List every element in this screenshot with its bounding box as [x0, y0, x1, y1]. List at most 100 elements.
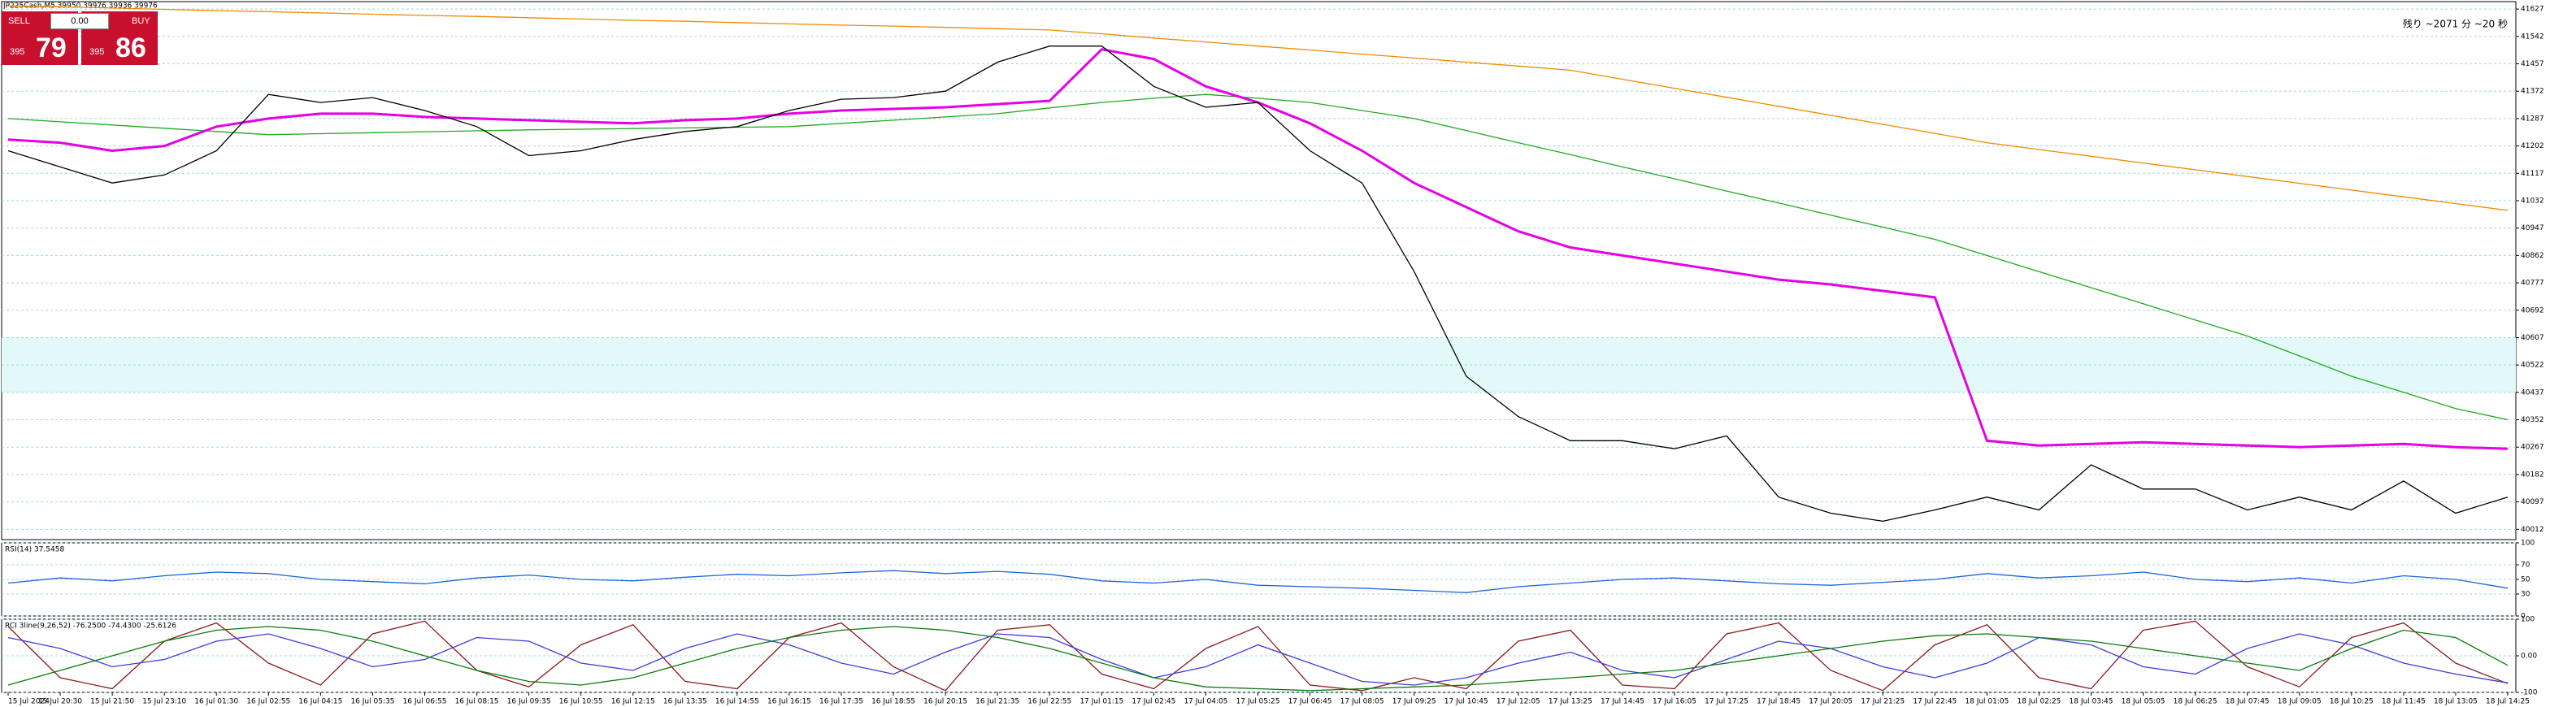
trade-panel: SELL 395 79 0.00 BUY 395 86 — [2, 11, 158, 65]
x-tick-label: 16 Jul 13:35 — [663, 698, 707, 706]
y-tick-label: 41627 — [2521, 6, 2544, 14]
series-line — [7, 93, 2509, 421]
y-tick-label: 41457 — [2521, 60, 2544, 68]
buy-price: 86 — [115, 33, 146, 63]
y-tick-label: 41117 — [2521, 170, 2544, 178]
sell-price-prefix: 395 — [10, 47, 25, 57]
y-tick-label: 30 — [2521, 591, 2530, 599]
sell-price: 79 — [36, 33, 67, 63]
x-tick-label: 16 Jul 02:55 — [246, 698, 290, 706]
buy-price-prefix: 395 — [89, 47, 105, 57]
x-tick-label: 17 Jul 20:05 — [1809, 698, 1853, 706]
x-tick-label: 18 Jul 06:25 — [2174, 698, 2218, 706]
x-tick-label: 16 Jul 17:35 — [819, 698, 863, 706]
buy-label: BUY — [132, 16, 150, 26]
x-tick-label: 16 Jul 09:35 — [507, 698, 551, 706]
y-tick-label: 40437 — [2521, 388, 2544, 397]
series-line — [7, 5, 2509, 211]
y-tick-label: 40947 — [2521, 224, 2544, 232]
x-tick-label: 17 Jul 17:25 — [1705, 698, 1748, 706]
y-tick-label: 70 — [2521, 562, 2530, 570]
x-tick-label: 17 Jul 13:25 — [1549, 698, 1592, 706]
panel-frame — [1, 1, 2517, 540]
symbol-info: JP225Cash,M5 39950 39976 39936 39976 — [2, 2, 158, 11]
y-tick-label: 40862 — [2521, 252, 2544, 260]
x-tick-label: 16 Jul 12:15 — [611, 698, 655, 706]
panel-title: RSI(14) 37.5458 — [5, 546, 64, 554]
countdown: 残り ~2071 分 ~20 秒 — [2403, 19, 2508, 30]
y-tick-label: 41372 — [2521, 88, 2544, 96]
series-line — [7, 626, 2509, 692]
y-tick-label: 40012 — [2521, 526, 2544, 534]
zone — [2, 337, 2516, 393]
x-tick-label: 16 Jul 21:35 — [975, 698, 1019, 706]
y-tick-label: 50 — [2521, 576, 2530, 584]
y-tick-label: 40777 — [2521, 280, 2544, 288]
x-tick-label: 16 Jul 22:55 — [1027, 698, 1071, 706]
x-tick-label: 16 Jul 20:15 — [923, 698, 967, 706]
x-tick-label: 17 Jul 18:45 — [1757, 698, 1801, 706]
x-tick-label: 18 Jul 09:05 — [2278, 698, 2322, 706]
x-tick-label: 15 Jul 23:10 — [142, 698, 186, 706]
x-tick-label: 17 Jul 21:25 — [1861, 698, 1905, 706]
x-tick-label: 15 Jul 20:30 — [38, 698, 82, 706]
x-tick-label: 17 Jul 12:05 — [1497, 698, 1540, 706]
x-tick-label: 16 Jul 16:15 — [767, 698, 811, 706]
y-tick-label: 41287 — [2521, 115, 2544, 123]
volume-input[interactable]: 0.00 — [50, 13, 109, 29]
series-line — [7, 570, 2509, 593]
x-tick-label: 16 Jul 05:35 — [350, 698, 394, 706]
x-tick-label: 18 Jul 05:05 — [2122, 698, 2165, 706]
y-tick-label: 40352 — [2521, 416, 2544, 424]
x-tick-label: 15 Jul 21:50 — [90, 698, 134, 706]
x-tick-label: 17 Jul 09:25 — [1392, 698, 1436, 706]
x-tick-label: 18 Jul 10:25 — [2330, 698, 2374, 706]
y-tick-label: 0.00 — [2521, 653, 2537, 661]
x-tick-label: 15 Jul 2024 — [8, 698, 50, 706]
x-tick-label: 18 Jul 01:05 — [1965, 698, 2009, 706]
y-tick-label: 41032 — [2521, 197, 2544, 205]
y-tick-label: 40182 — [2521, 471, 2544, 479]
y-tick-label: 40522 — [2521, 362, 2544, 370]
y-tick-label: 100 — [2521, 540, 2535, 548]
x-tick-label: 17 Jul 08:05 — [1340, 698, 1384, 706]
sell-label: SELL — [8, 16, 30, 26]
x-tick-label: 18 Jul 02:25 — [2017, 698, 2061, 706]
x-tick-label: 18 Jul 13:05 — [2434, 698, 2478, 706]
x-tick-label: 17 Jul 06:45 — [1288, 698, 1332, 706]
x-tick-label: 17 Jul 02:45 — [1132, 698, 1175, 706]
x-tick-label: 16 Jul 08:15 — [455, 698, 499, 706]
x-tick-label: 17 Jul 16:05 — [1653, 698, 1696, 706]
x-tick-label: 16 Jul 01:30 — [194, 698, 238, 706]
y-tick-label: 40607 — [2521, 334, 2544, 342]
x-tick-label: 17 Jul 22:45 — [1913, 698, 1957, 706]
y-tick-label: 100 — [2521, 616, 2535, 624]
x-tick-label: 17 Jul 01:15 — [1079, 698, 1123, 706]
x-tick-label: 18 Jul 14:25 — [2486, 698, 2530, 706]
y-tick-label: 41202 — [2521, 142, 2544, 150]
x-tick-label: 17 Jul 10:45 — [1444, 698, 1488, 706]
y-tick-label: 41542 — [2521, 33, 2544, 41]
y-tick-label: -100 — [2521, 689, 2538, 697]
series-line — [7, 633, 2509, 686]
series-line — [7, 620, 2509, 692]
x-tick-label: 17 Jul 04:05 — [1184, 698, 1227, 706]
y-tick-label: 40097 — [2521, 498, 2544, 506]
y-tick-label: 40267 — [2521, 444, 2544, 452]
x-tick-label: 16 Jul 18:55 — [871, 698, 915, 706]
y-tick-label: 40692 — [2521, 306, 2544, 314]
x-tick-label: 17 Jul 05:25 — [1236, 698, 1280, 706]
x-tick-label: 16 Jul 04:15 — [298, 698, 342, 706]
x-tick-label: 16 Jul 06:55 — [403, 698, 447, 706]
x-tick-label: 17 Jul 14:45 — [1601, 698, 1644, 706]
x-tick-label: 18 Jul 07:45 — [2226, 698, 2270, 706]
x-tick-label: 18 Jul 03:45 — [2070, 698, 2113, 706]
x-tick-label: 16 Jul 14:55 — [715, 698, 759, 706]
x-tick-label: 18 Jul 11:45 — [2382, 698, 2426, 706]
panel-title: RCI 3line(9,26,52) -76.2500 -74.4300 -25… — [5, 622, 176, 631]
series-line — [7, 46, 2509, 523]
y-tick-label: 0 — [2521, 613, 2526, 621]
x-tick-label: 16 Jul 10:55 — [559, 698, 603, 706]
